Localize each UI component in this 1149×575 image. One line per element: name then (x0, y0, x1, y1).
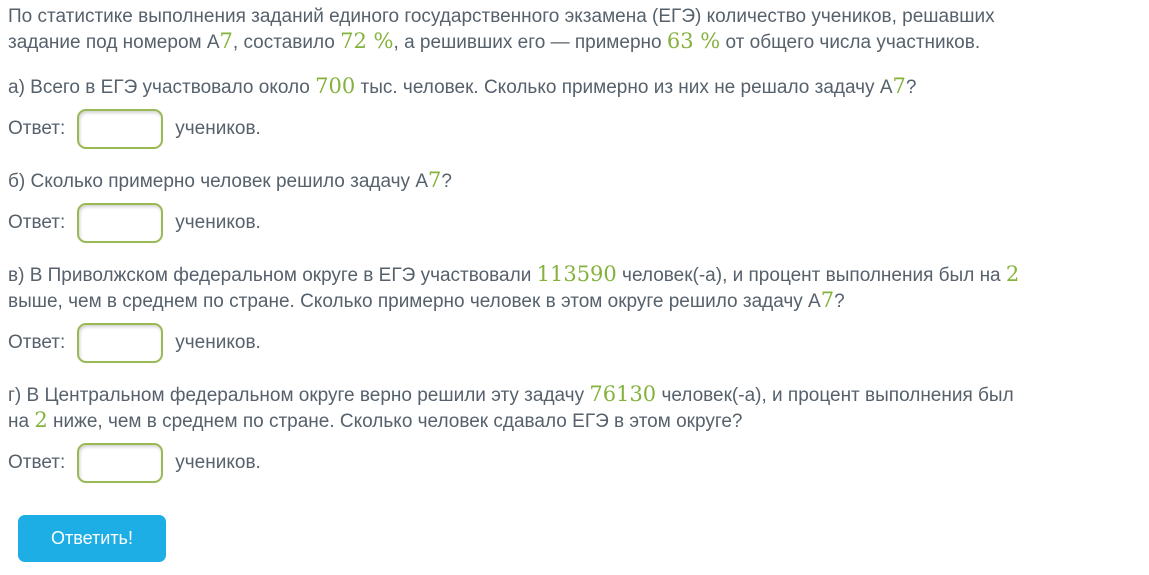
statement-line: По статистике выполнения заданий единого… (8, 4, 1141, 29)
text-segment: задание под номером А (8, 32, 220, 53)
answer-input-v[interactable] (77, 323, 164, 363)
problem-statement: По статистике выполнения заданий единого… (8, 4, 1141, 55)
text-segment: , а решивших его — примерно (393, 32, 667, 53)
math-number: 113590 (536, 262, 617, 286)
text-segment: , составило (232, 32, 341, 53)
math-number: 63 % (666, 29, 721, 53)
question-a: а) Всего в ЕГЭ участвовало около 700 тыс… (8, 74, 1141, 149)
text-segment: ? (834, 291, 845, 312)
answer-row-v: Ответ: учеников. (8, 323, 1141, 363)
text-segment: г) В Центральном федеральном округе верн… (8, 385, 590, 406)
math-number: 7 (892, 74, 906, 98)
answer-input-a[interactable] (77, 109, 164, 149)
text-segment: ? (905, 77, 917, 98)
text-line: на 2 ниже, чем в среднем по стране. Скол… (8, 408, 1141, 434)
answer-input-b[interactable] (77, 203, 164, 243)
question-v: в) В Приволжском федеральном округе в ЕГ… (8, 262, 1141, 363)
math-number: 7 (428, 168, 442, 192)
math-number: 76130 (589, 382, 657, 406)
math-number: 700 (315, 74, 356, 98)
text-line: а) Всего в ЕГЭ участвовало около 700 тыс… (8, 74, 1141, 100)
math-number: 2 (1005, 262, 1020, 286)
math-number: 2 (34, 408, 48, 432)
text-segment: ниже, чем в среднем по стране. Сколько ч… (47, 411, 743, 432)
answer-suffix: учеников. (175, 332, 261, 353)
question-a-text: а) Всего в ЕГЭ участвовало около 700 тыс… (8, 74, 1141, 100)
answer-label: Ответ: (8, 212, 66, 233)
text-segment: тыс. человек. Сколько примерно из них не… (355, 77, 893, 98)
answer-suffix: учеников. (175, 212, 261, 233)
answer-suffix: учеников. (175, 118, 261, 139)
submit-button[interactable]: Ответить! (18, 515, 166, 562)
text-segment: на (8, 411, 35, 432)
exercise-body: По статистике выполнения заданий единого… (8, 4, 1141, 562)
question-b: б) Сколько примерно человек решило задач… (8, 168, 1141, 243)
answer-label: Ответ: (8, 452, 66, 473)
answer-row-b: Ответ: учеников. (8, 203, 1141, 243)
text-line: выше, чем в среднем по стране. Сколько п… (8, 288, 1141, 314)
answer-label: Ответ: (8, 118, 66, 139)
statement-line: задание под номером А7, составило 72 %, … (8, 29, 1141, 55)
text-line: в) В Приволжском федеральном округе в ЕГ… (8, 262, 1141, 288)
text-segment: а) Всего в ЕГЭ участвовало около (8, 77, 316, 98)
math-number: 7 (820, 288, 835, 312)
answer-row-a: Ответ: учеников. (8, 109, 1141, 149)
text-segment: выше, чем в среднем по стране. Сколько п… (8, 291, 821, 312)
answer-label: Ответ: (8, 332, 66, 353)
text-line: г) В Центральном федеральном округе верн… (8, 382, 1141, 408)
submit-area: Ответить! (18, 515, 1141, 562)
text-segment: в) В Приволжском федеральном округе в ЕГ… (8, 265, 537, 286)
text-line: б) Сколько примерно человек решило задач… (8, 168, 1141, 194)
answer-row-g: Ответ: учеников. (8, 443, 1141, 483)
text-segment: б) Сколько примерно человек решило задач… (8, 171, 428, 192)
question-v-text: в) В Приволжском федеральном округе в ЕГ… (8, 262, 1141, 314)
text-segment: человек(-а), и процент выполнения был на (616, 265, 1006, 286)
text-segment: ? (441, 171, 452, 192)
answer-suffix: учеников. (175, 452, 261, 473)
question-g: г) В Центральном федеральном округе верн… (8, 382, 1141, 483)
text-segment: от общего числа участников. (720, 32, 981, 53)
text-segment: человек(-а), и процент выполнения был (656, 385, 1014, 406)
math-number: 72 % (340, 29, 394, 53)
text-segment: По статистике выполнения заданий единого… (8, 6, 995, 27)
math-number: 7 (219, 29, 233, 53)
question-g-text: г) В Центральном федеральном округе верн… (8, 382, 1141, 434)
question-b-text: б) Сколько примерно человек решило задач… (8, 168, 1141, 194)
answer-input-g[interactable] (77, 443, 164, 483)
